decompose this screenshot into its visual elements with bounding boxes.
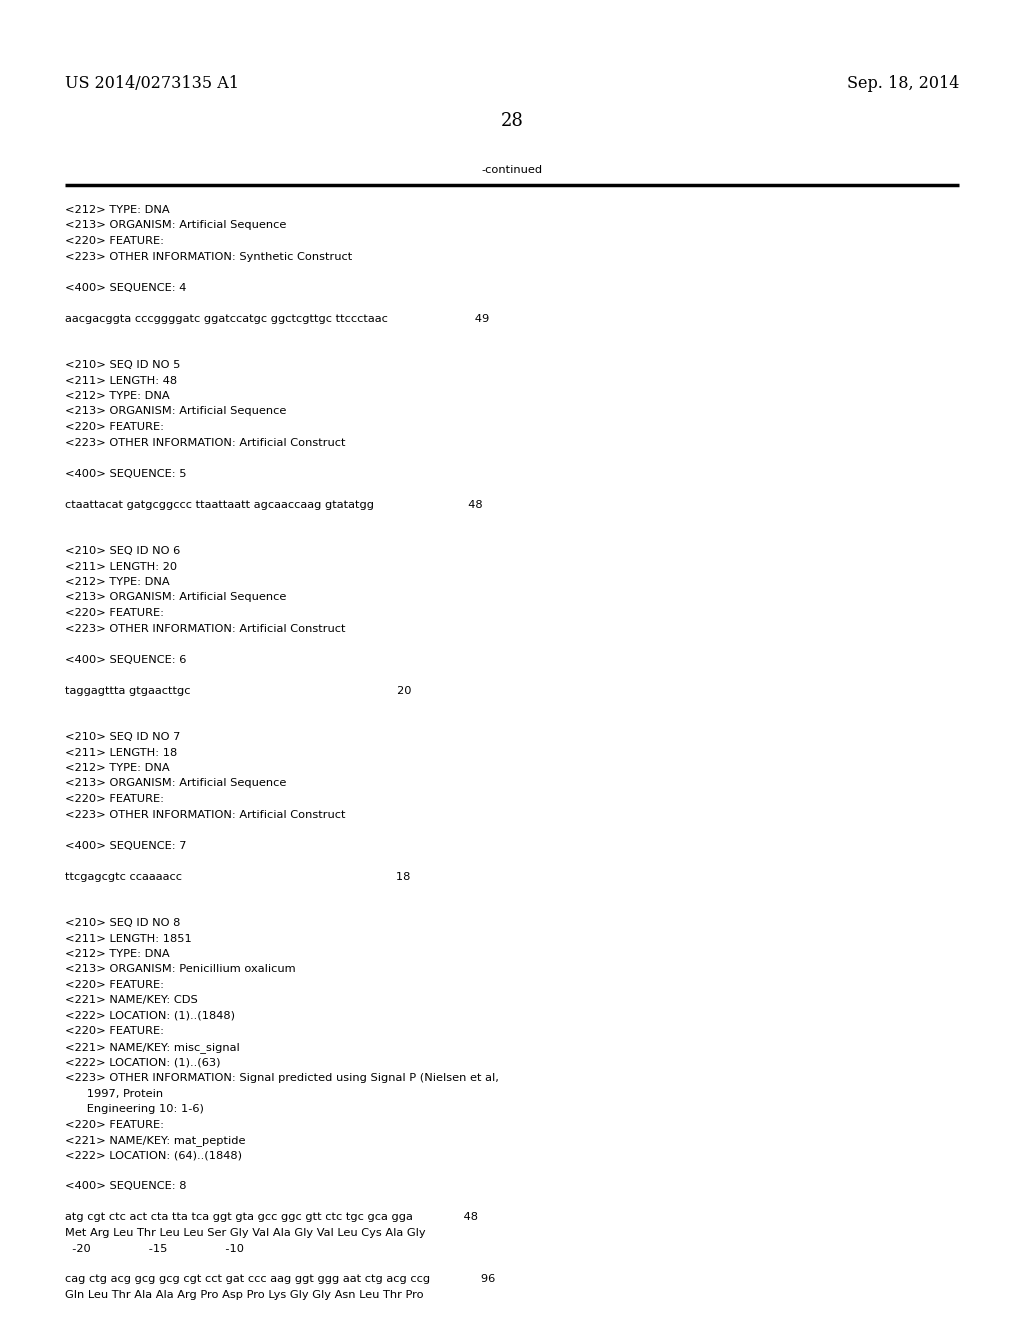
Text: 1997, Protein: 1997, Protein (65, 1089, 163, 1098)
Text: <400> SEQUENCE: 5: <400> SEQUENCE: 5 (65, 469, 186, 479)
Text: <210> SEQ ID NO 5: <210> SEQ ID NO 5 (65, 360, 180, 370)
Text: <212> TYPE: DNA: <212> TYPE: DNA (65, 205, 170, 215)
Text: <210> SEQ ID NO 7: <210> SEQ ID NO 7 (65, 733, 180, 742)
Text: Engineering 10: 1-6): Engineering 10: 1-6) (65, 1104, 204, 1114)
Text: <400> SEQUENCE: 4: <400> SEQUENCE: 4 (65, 282, 186, 293)
Text: aacgacggta cccggggatc ggatccatgc ggctcgttgc ttccctaac                        49: aacgacggta cccggggatc ggatccatgc ggctcgt… (65, 314, 489, 323)
Text: <220> FEATURE:: <220> FEATURE: (65, 1027, 164, 1036)
Text: <223> OTHER INFORMATION: Artificial Construct: <223> OTHER INFORMATION: Artificial Cons… (65, 437, 345, 447)
Text: <221> NAME/KEY: mat_peptide: <221> NAME/KEY: mat_peptide (65, 1135, 246, 1146)
Text: <212> TYPE: DNA: <212> TYPE: DNA (65, 577, 170, 587)
Text: <221> NAME/KEY: misc_signal: <221> NAME/KEY: misc_signal (65, 1041, 240, 1053)
Text: Gln Leu Thr Ala Ala Arg Pro Asp Pro Lys Gly Gly Asn Leu Thr Pro: Gln Leu Thr Ala Ala Arg Pro Asp Pro Lys … (65, 1290, 424, 1300)
Text: <222> LOCATION: (1)..(1848): <222> LOCATION: (1)..(1848) (65, 1011, 234, 1020)
Text: <220> FEATURE:: <220> FEATURE: (65, 422, 164, 432)
Text: <220> FEATURE:: <220> FEATURE: (65, 1119, 164, 1130)
Text: <211> LENGTH: 1851: <211> LENGTH: 1851 (65, 933, 191, 944)
Text: Sep. 18, 2014: Sep. 18, 2014 (847, 75, 959, 92)
Text: <213> ORGANISM: Penicillium oxalicum: <213> ORGANISM: Penicillium oxalicum (65, 965, 296, 974)
Text: <213> ORGANISM: Artificial Sequence: <213> ORGANISM: Artificial Sequence (65, 220, 287, 231)
Text: taggagttta gtgaacttgc                                                         20: taggagttta gtgaacttgc 20 (65, 685, 412, 696)
Text: <210> SEQ ID NO 8: <210> SEQ ID NO 8 (65, 917, 180, 928)
Text: <212> TYPE: DNA: <212> TYPE: DNA (65, 763, 170, 774)
Text: <221> NAME/KEY: CDS: <221> NAME/KEY: CDS (65, 995, 198, 1006)
Text: <211> LENGTH: 18: <211> LENGTH: 18 (65, 747, 177, 758)
Text: Met Arg Leu Thr Leu Leu Ser Gly Val Ala Gly Val Leu Cys Ala Gly: Met Arg Leu Thr Leu Leu Ser Gly Val Ala … (65, 1228, 426, 1238)
Text: <213> ORGANISM: Artificial Sequence: <213> ORGANISM: Artificial Sequence (65, 779, 287, 788)
Text: <220> FEATURE:: <220> FEATURE: (65, 979, 164, 990)
Text: <211> LENGTH: 48: <211> LENGTH: 48 (65, 375, 177, 385)
Text: <220> FEATURE:: <220> FEATURE: (65, 236, 164, 246)
Text: <220> FEATURE:: <220> FEATURE: (65, 609, 164, 618)
Text: atg cgt ctc act cta tta tca ggt gta gcc ggc gtt ctc tgc gca gga              48: atg cgt ctc act cta tta tca ggt gta gcc … (65, 1213, 478, 1222)
Text: US 2014/0273135 A1: US 2014/0273135 A1 (65, 75, 239, 92)
Text: <400> SEQUENCE: 8: <400> SEQUENCE: 8 (65, 1181, 186, 1192)
Text: <220> FEATURE:: <220> FEATURE: (65, 795, 164, 804)
Text: <210> SEQ ID NO 6: <210> SEQ ID NO 6 (65, 546, 180, 556)
Text: ttcgagcgtc ccaaaacc                                                           18: ttcgagcgtc ccaaaacc 18 (65, 871, 411, 882)
Text: <400> SEQUENCE: 7: <400> SEQUENCE: 7 (65, 841, 186, 850)
Text: <223> OTHER INFORMATION: Signal predicted using Signal P (Nielsen et al,: <223> OTHER INFORMATION: Signal predicte… (65, 1073, 499, 1082)
Text: -20                -15                -10: -20 -15 -10 (65, 1243, 244, 1254)
Text: <223> OTHER INFORMATION: Artificial Construct: <223> OTHER INFORMATION: Artificial Cons… (65, 809, 345, 820)
Text: cag ctg acg gcg gcg cgt cct gat ccc aag ggt ggg aat ctg acg ccg              96: cag ctg acg gcg gcg cgt cct gat ccc aag … (65, 1275, 496, 1284)
Text: 28: 28 (501, 112, 523, 129)
Text: <212> TYPE: DNA: <212> TYPE: DNA (65, 949, 170, 960)
Text: <222> LOCATION: (64)..(1848): <222> LOCATION: (64)..(1848) (65, 1151, 242, 1160)
Text: <211> LENGTH: 20: <211> LENGTH: 20 (65, 561, 177, 572)
Text: <212> TYPE: DNA: <212> TYPE: DNA (65, 391, 170, 401)
Text: <400> SEQUENCE: 6: <400> SEQUENCE: 6 (65, 655, 186, 664)
Text: <213> ORGANISM: Artificial Sequence: <213> ORGANISM: Artificial Sequence (65, 407, 287, 417)
Text: <223> OTHER INFORMATION: Synthetic Construct: <223> OTHER INFORMATION: Synthetic Const… (65, 252, 352, 261)
Text: <213> ORGANISM: Artificial Sequence: <213> ORGANISM: Artificial Sequence (65, 593, 287, 602)
Text: ctaattacat gatgcggccc ttaattaatt agcaaccaag gtatatgg                          48: ctaattacat gatgcggccc ttaattaatt agcaacc… (65, 499, 482, 510)
Text: <223> OTHER INFORMATION: Artificial Construct: <223> OTHER INFORMATION: Artificial Cons… (65, 623, 345, 634)
Text: <222> LOCATION: (1)..(63): <222> LOCATION: (1)..(63) (65, 1057, 220, 1068)
Text: -continued: -continued (481, 165, 543, 176)
